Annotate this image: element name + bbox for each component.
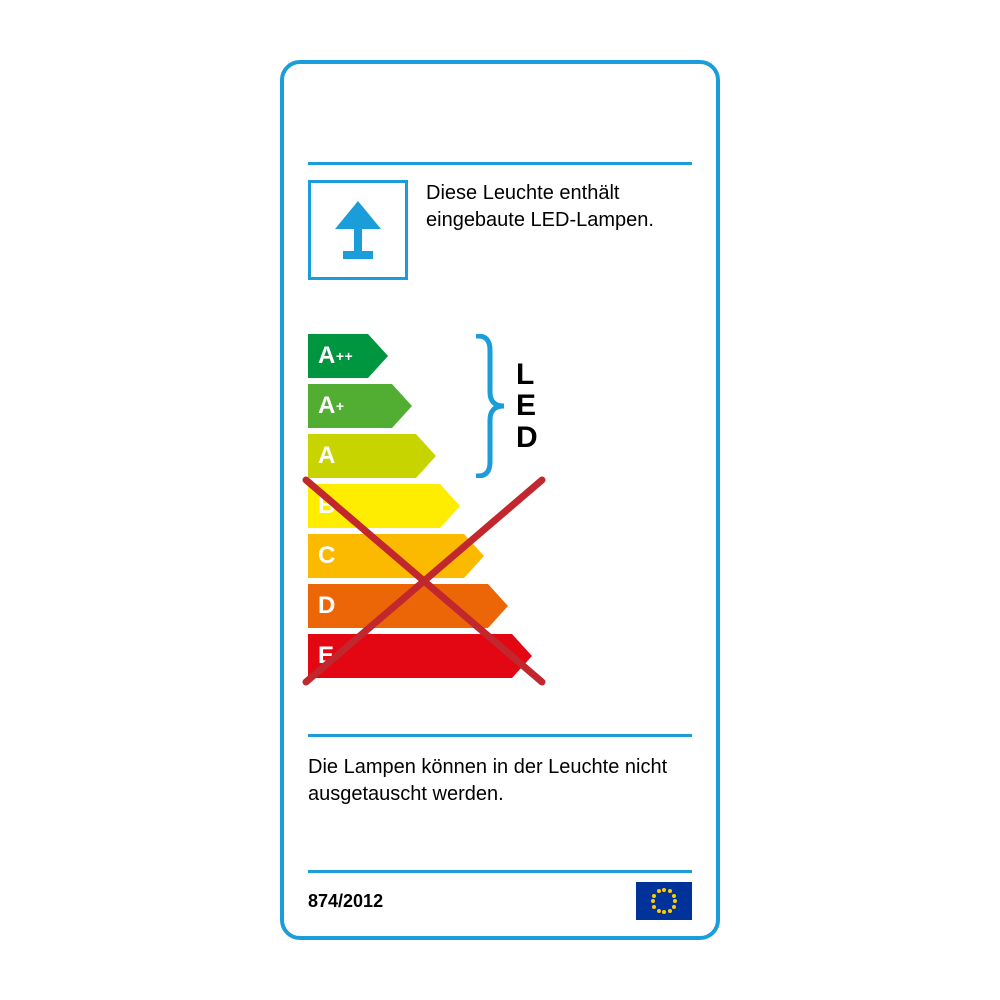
top-description: Diese Leuchte enthält eingebaute LED-Lam… bbox=[426, 180, 692, 234]
divider-bottom bbox=[308, 870, 692, 873]
regulation-number: 874/2012 bbox=[308, 891, 383, 912]
led-label: LED bbox=[516, 359, 538, 454]
led-bracket: LED bbox=[476, 334, 538, 478]
energy-arrow: A+ bbox=[308, 384, 412, 428]
lamp-icon-box bbox=[308, 180, 408, 280]
energy-arrow: B bbox=[308, 484, 460, 528]
divider-mid bbox=[308, 734, 692, 737]
energy-label: Diese Leuchte enthält eingebaute LED-Lam… bbox=[280, 60, 720, 940]
lamp-icon bbox=[323, 195, 393, 265]
energy-arrow: A bbox=[308, 434, 436, 478]
divider-top bbox=[308, 162, 692, 165]
eu-flag-icon bbox=[636, 882, 692, 920]
energy-arrow: E bbox=[308, 634, 532, 678]
energy-arrow: A++ bbox=[308, 334, 388, 378]
footer: 874/2012 bbox=[308, 882, 692, 920]
energy-chart: EDCBA A+ A++ LED bbox=[308, 334, 700, 694]
top-section: Diese Leuchte enthält eingebaute LED-Lam… bbox=[308, 180, 692, 280]
energy-arrow: C bbox=[308, 534, 484, 578]
energy-arrow: D bbox=[308, 584, 508, 628]
bottom-description: Die Lampen können in der Leuchte nicht a… bbox=[308, 754, 692, 808]
